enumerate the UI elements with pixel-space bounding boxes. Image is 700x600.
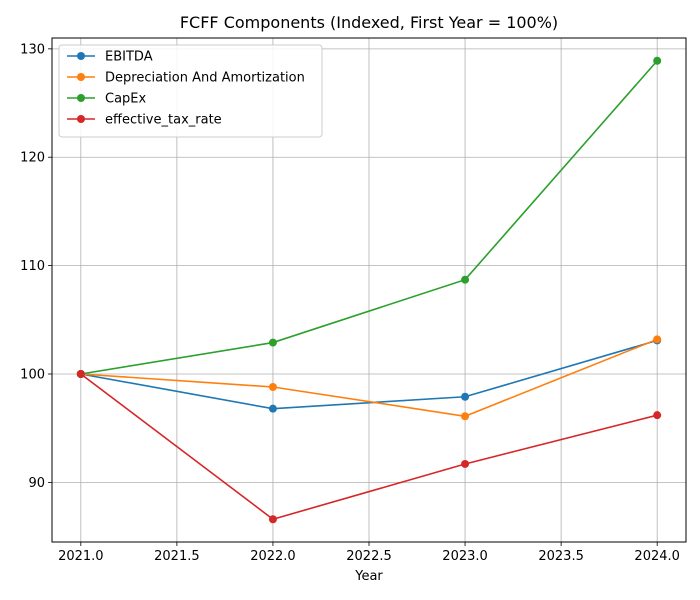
series-line	[80, 338, 658, 418]
y-tick-label: 130	[20, 42, 45, 57]
y-tick-label: 90	[28, 476, 45, 491]
series-line	[80, 339, 658, 410]
data-point	[268, 383, 277, 392]
tick-layer: 2021.0 2021.5 2022.0 2022.5 2023.0 2023.5 2024…	[20, 42, 680, 564]
data-point	[653, 411, 662, 420]
y-tick-label: 110	[20, 259, 45, 274]
data-point	[653, 335, 662, 344]
data-point	[76, 370, 85, 378]
x-tick-label: 2024.0	[634, 549, 680, 564]
chart-title: FCFF Components (Indexed, First Year = 1…	[180, 13, 558, 32]
legend-label: effective_tax_rate	[105, 113, 222, 128]
data-point	[268, 338, 277, 347]
data-point	[461, 459, 470, 468]
series-layer	[76, 56, 662, 524]
y-tick-label: 100	[20, 368, 45, 383]
legend-label: EBITDA	[105, 50, 153, 65]
x-axis-label: Year	[354, 569, 383, 584]
x-tick-label: 2021.0	[58, 549, 104, 564]
legend-swatch-marker	[77, 73, 85, 81]
y-tick-label: 120	[20, 151, 45, 166]
legend-label: CapEx	[105, 92, 147, 107]
legend-swatch-marker	[77, 115, 85, 123]
data-point	[461, 412, 470, 421]
data-point	[461, 392, 470, 401]
data-point	[268, 515, 277, 524]
x-tick-label: 2022.5	[346, 549, 392, 564]
legend-box	[58, 44, 323, 138]
legend-label: Depreciation And Amortization	[105, 71, 305, 86]
legend: EBITDA Depreciation And Amortization CapEx…	[58, 44, 323, 138]
data-point	[268, 404, 277, 413]
x-tick-label: 2023.0	[442, 549, 488, 564]
series-line	[80, 373, 658, 521]
data-point	[461, 275, 470, 284]
series-line	[80, 60, 658, 375]
legend-swatch-marker	[77, 52, 85, 60]
x-tick-label: 2023.5	[538, 549, 584, 564]
data-point	[653, 56, 662, 65]
x-tick-label: 2022.0	[250, 549, 296, 564]
x-tick-label: 2021.5	[154, 549, 200, 564]
legend-swatch-marker	[77, 94, 85, 102]
